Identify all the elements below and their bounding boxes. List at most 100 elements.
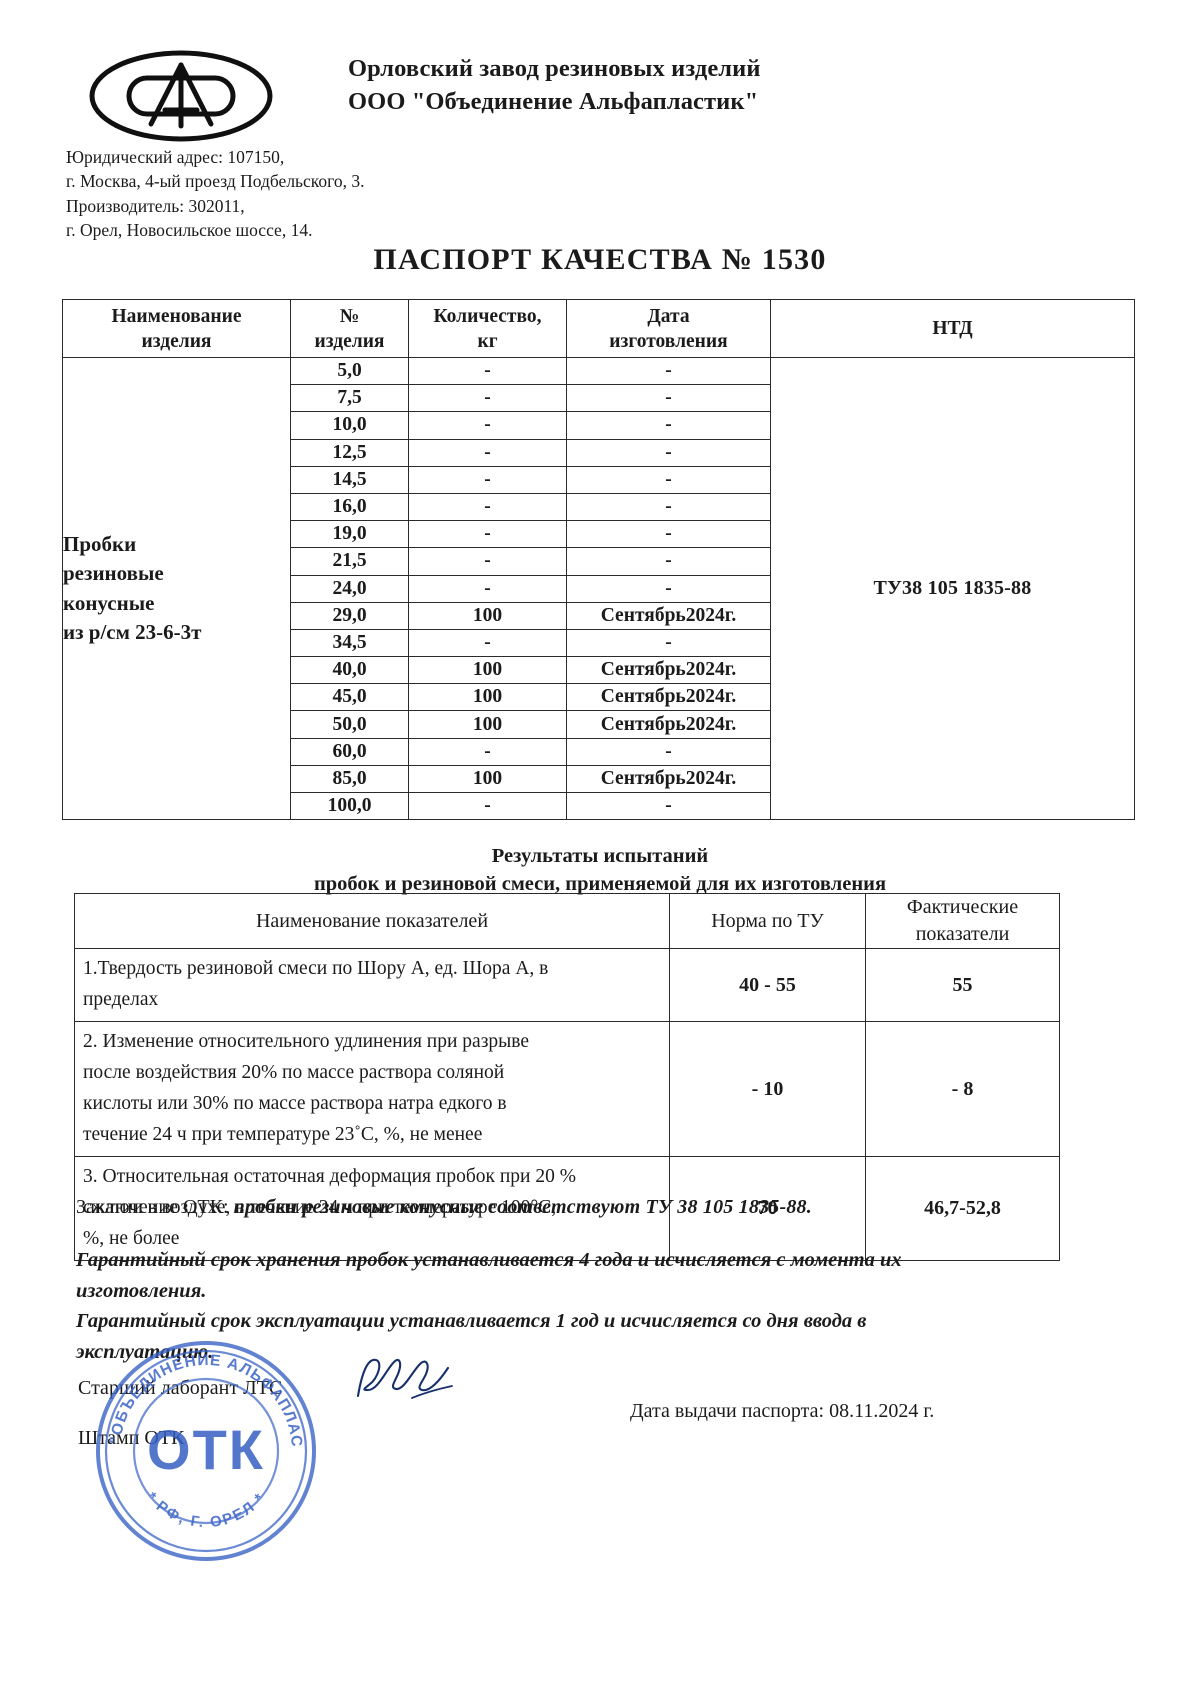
conclusion-label: Заключение ОТК: xyxy=(76,1196,229,1218)
company-line-2: ООО "Объединение Альфапластик" xyxy=(348,88,759,115)
cell-quantity: - xyxy=(408,574,567,603)
cell-date: Сентябрь2024г. xyxy=(566,710,771,739)
table-row: 34,5 - - xyxy=(63,628,1135,658)
product-name-line-4: из р/см 23-6-3т xyxy=(63,619,202,644)
guarantee-line: Гарантийный срок эксплуатации устанавлив… xyxy=(76,1310,867,1332)
table-row: 10,0 - - xyxy=(63,411,1135,440)
indicator-line: кислоты или 30% по массе раствора натра … xyxy=(83,1093,507,1114)
cell-date: - xyxy=(566,356,771,386)
indicator-line: после воздействия 20% по массе раствора … xyxy=(83,1062,505,1083)
cell-quantity: - xyxy=(408,465,567,494)
table-row: 21,5 - - xyxy=(63,547,1135,576)
norm-value: 70 xyxy=(669,1156,866,1261)
cell-date: - xyxy=(566,438,771,467)
cell-number: 21,5 xyxy=(290,547,409,576)
cell-date: - xyxy=(566,492,771,522)
company-line-1: Орловский завод резиновых изделий xyxy=(348,55,761,82)
cell-number: 7,5 xyxy=(290,384,409,413)
cell-date: Сентябрь2024г. xyxy=(566,683,771,712)
table-row: 19,0 - - xyxy=(63,520,1135,549)
indicator-cell: 3. Относительная остаточная деформация п… xyxy=(74,1156,670,1261)
table-row: Пробки резиновые конусные из р/см 23-6-3… xyxy=(62,356,1135,821)
table-row: 100,0 - - xyxy=(63,791,1135,821)
table-row: 16,0 - - xyxy=(63,492,1135,522)
results-section-title: Результаты испытаний пробок и резиновой … xyxy=(0,843,1200,898)
address-line-1: Юридический адрес: 107150, xyxy=(66,147,285,167)
cell-date: - xyxy=(566,737,771,766)
table-row: 29,0 100 Сентябрь2024г. xyxy=(63,601,1135,630)
cell-quantity: - xyxy=(408,520,567,549)
indicator-line: пределах xyxy=(83,989,159,1010)
alfaplastik-oval-logo xyxy=(88,48,274,144)
cell-number: 19,0 xyxy=(290,520,409,549)
indicator-cell: 2. Изменение относительного удлинения пр… xyxy=(74,1021,670,1157)
table-row: 50,0 100 Сентябрь2024г. xyxy=(63,710,1135,739)
cell-quantity: 100 xyxy=(408,683,567,712)
table-row: 85,0 100 Сентябрь2024г. xyxy=(63,764,1135,794)
cell-quantity: 100 xyxy=(408,601,567,630)
cell-number: 85,0 xyxy=(290,764,409,794)
results-title-line-1: Результаты испытаний xyxy=(491,845,709,867)
indicator-line: 1.Твердость резиновой смеси по Шору А, е… xyxy=(83,958,549,979)
product-name-cell: Пробки резиновые конусные из р/см 23-6-3… xyxy=(62,356,291,821)
cell-number: 5,0 xyxy=(290,356,409,386)
otk-round-stamp: ООО "ОБЪЕДИНЕНИЕ АЛЬФАПЛАСТИК" * РФ, Г. … xyxy=(85,1324,320,1565)
cell-date: - xyxy=(566,411,771,440)
cell-quantity: - xyxy=(408,737,567,766)
col-header-ntd: НТД xyxy=(770,299,1135,358)
cell-number: 16,0 xyxy=(290,492,409,522)
product-name-line-2: резиновые xyxy=(63,561,164,586)
product-name-line-3: конусные xyxy=(63,590,155,615)
address-line-4: г. Орел, Новосильское шоссе, 14. xyxy=(66,220,313,241)
cell-number: 29,0 xyxy=(290,601,409,630)
results-row: 3. Относительная остаточная деформация п… xyxy=(74,1156,1060,1261)
indicator-line: 3. Относительная остаточная деформация п… xyxy=(83,1166,576,1187)
col-header-indicator: Наименование показателей xyxy=(74,893,670,949)
cell-quantity: - xyxy=(408,438,567,467)
cell-number: 12,5 xyxy=(290,438,409,467)
cell-number: 45,0 xyxy=(290,683,409,712)
handwritten-signature-icon xyxy=(352,1352,462,1404)
cell-date: - xyxy=(566,791,771,821)
indicator-line: %, не более xyxy=(83,1228,180,1249)
cell-date: Сентябрь2024г. xyxy=(566,656,771,685)
otk-conclusion: Заключение ОТК: пробки резиновые конусны… xyxy=(76,1196,1136,1219)
cell-number: 14,5 xyxy=(290,465,409,494)
norm-value: 40 - 55 xyxy=(669,948,866,1022)
cell-number: 40,0 xyxy=(290,656,409,685)
cell-quantity: - xyxy=(408,492,567,522)
cell-quantity: 100 xyxy=(408,764,567,794)
results-title-line-2: пробок и резиновой смеси, применяемой дл… xyxy=(313,872,887,895)
norm-value: - 10 xyxy=(669,1021,866,1157)
col-header-quantity: Количество, кг xyxy=(408,299,567,358)
guarantee-line: Гарантийный срок хранения пробок устанав… xyxy=(76,1249,902,1271)
document-header: Орловский завод резиновых изделий ООО "О… xyxy=(0,0,1200,150)
cell-number: 24,0 xyxy=(290,574,409,603)
cell-quantity: - xyxy=(408,628,567,658)
cell-date: - xyxy=(566,574,771,603)
address-line-3: Производитель: 302011, xyxy=(66,195,245,216)
cell-date: - xyxy=(566,520,771,549)
results-header-row: Наименование показателей Норма по ТУ Фак… xyxy=(74,893,1060,949)
cell-number: 10,0 xyxy=(290,411,409,440)
cell-quantity: - xyxy=(408,411,567,440)
issue-date: Дата выдачи паспорта: 08.11.2024 г. xyxy=(630,1400,935,1422)
actual-value: - 8 xyxy=(865,1021,1060,1157)
address-line-2: г. Москва, 4-ый проезд Подбельского, 3. xyxy=(66,171,365,192)
table-row: 40,0 100 Сентябрь2024г. xyxy=(63,656,1135,685)
cell-quantity: - xyxy=(408,791,567,821)
table-row: 7,5 - - xyxy=(63,384,1135,413)
cell-number: 34,5 xyxy=(290,628,409,658)
indicator-cell: 1.Твердость резиновой смеси по Шору А, е… xyxy=(74,948,670,1022)
stamp-otk-label: Штамп ОТК xyxy=(78,1427,185,1449)
col-header-product: Наименование изделия xyxy=(62,299,291,358)
cell-quantity: - xyxy=(408,384,567,413)
company-name: Орловский завод резиновых изделий ООО "О… xyxy=(348,52,988,118)
page-title: ПАСПОРТ КАЧЕСТВА № 1530 xyxy=(373,243,827,276)
indicator-line: сжатии в воздухе, в течение 24 ч при тем… xyxy=(83,1197,557,1218)
col-header-number: № изделия xyxy=(290,299,409,358)
cell-quantity: 100 xyxy=(408,656,567,685)
test-results-table: Наименование показателей Норма по ТУ Фак… xyxy=(74,893,1060,1261)
cell-number: 60,0 xyxy=(290,737,409,766)
